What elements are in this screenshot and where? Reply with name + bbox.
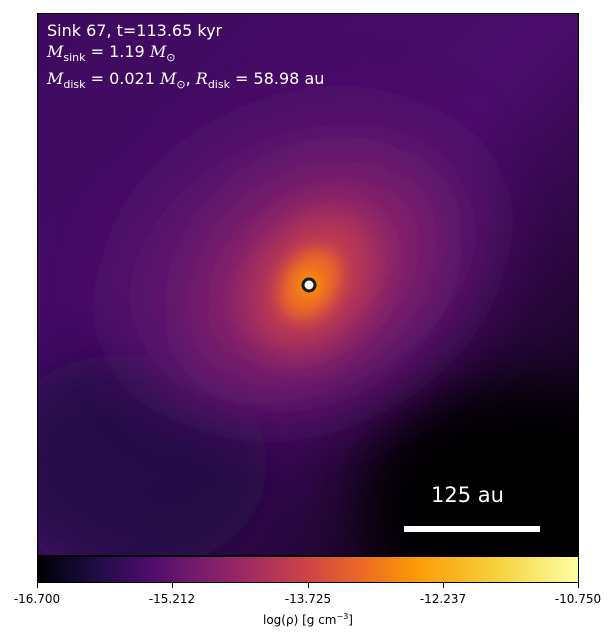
sink-id-time: Sink 67, t=113.65 kyr: [47, 21, 223, 40]
scale-bar: [404, 526, 540, 532]
colorbar-tick: [308, 583, 309, 588]
colorbar-tick: [172, 583, 173, 588]
colorbar-tick-label: -10.750: [554, 592, 602, 606]
scale-bar-label: 125 au: [431, 483, 504, 507]
disk-properties: Mdisk = 0.021 M⊙, Rdisk = 58.98 au: [47, 69, 325, 92]
density-image: [38, 14, 578, 555]
colorbar-tick: [443, 583, 444, 588]
colorbar-label: log(ρ) [g cm−3]: [263, 612, 353, 627]
density-map: [37, 13, 579, 556]
colorbar: [37, 556, 579, 583]
colorbar-tick-label: -15.212: [148, 592, 196, 606]
sink-annotation: Sink 67, t=113.65 kyr Msink = 1.19 M⊙ Md…: [47, 20, 324, 95]
colorbar-tick-label: -12.237: [419, 592, 467, 606]
sink-marker: [301, 277, 317, 293]
colorbar-tick-label: -13.725: [284, 592, 332, 606]
sink-mass: Msink = 1.19 M⊙: [47, 42, 176, 65]
colorbar-tick: [37, 583, 38, 588]
colorbar-tick: [578, 583, 579, 588]
colorbar-tick-label: -16.700: [13, 592, 61, 606]
